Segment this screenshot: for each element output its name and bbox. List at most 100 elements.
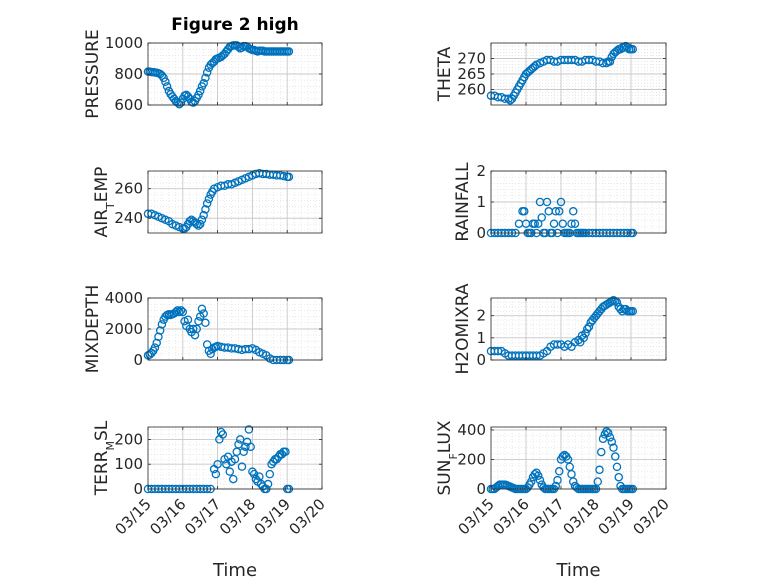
data-point — [202, 199, 212, 208]
y-axis-label: THETA — [435, 46, 455, 102]
data-point — [162, 82, 172, 91]
data-series — [486, 295, 638, 360]
data-point — [604, 428, 613, 438]
data-point — [607, 437, 617, 447]
data-point — [211, 469, 221, 479]
data-point — [570, 219, 580, 228]
y-axis-label: TERRMSL — [92, 420, 117, 496]
data-series — [143, 168, 294, 233]
y-tick-label: 0 — [476, 480, 486, 498]
data-point — [201, 205, 210, 214]
data-point — [534, 219, 543, 228]
figure-title: Figure 2 high — [171, 15, 299, 35]
data-point — [213, 459, 222, 469]
x-tick-label: 03/15 — [112, 495, 155, 538]
data-point — [584, 322, 594, 332]
x-tick-label: 03/20 — [286, 495, 329, 538]
data-point — [159, 73, 168, 83]
x-tick-label: 03/18 — [560, 495, 603, 538]
x-tick-label: 03/17 — [525, 495, 568, 538]
data-point — [530, 219, 540, 228]
y-axis-label: SUNFLUX — [435, 420, 460, 495]
y-tick-label: 600 — [114, 96, 143, 114]
subplot-sun-flux: 0 200 400SUNFLUX03/1503/1603/1703/1803/190… — [435, 420, 673, 581]
data-series — [143, 41, 294, 109]
data-point — [206, 349, 215, 359]
data-point — [628, 44, 638, 54]
data-point — [555, 207, 564, 216]
data-point — [178, 307, 188, 317]
data-point — [581, 329, 590, 338]
data-point — [195, 86, 205, 96]
data-point — [185, 216, 195, 226]
x-tick-label: 03/16 — [146, 495, 189, 538]
data-point — [175, 307, 184, 317]
x-axis-label: Time — [555, 560, 600, 581]
data-point — [176, 306, 186, 315]
y-tick-label: 1 — [476, 329, 486, 347]
data-point — [569, 207, 578, 216]
data-point — [597, 447, 606, 457]
y-tick-label: 4000 — [105, 289, 143, 307]
x-tick-label: 03/18 — [216, 495, 259, 538]
data-point — [593, 477, 603, 486]
data-point — [263, 479, 273, 489]
data-point — [192, 324, 201, 334]
data-point — [551, 481, 561, 491]
y-tick-label: 1000 — [105, 34, 143, 52]
y-tick-label: 400 — [457, 421, 486, 439]
plot-area — [491, 427, 666, 489]
x-tick-label: 03/19 — [595, 495, 638, 538]
data-point — [535, 475, 545, 485]
y-tick-label: 260 — [114, 180, 143, 198]
y-tick-label: 1 — [476, 193, 486, 211]
data-point — [248, 467, 257, 476]
data-point — [556, 197, 566, 207]
data-point — [194, 90, 203, 100]
data-point — [195, 219, 205, 229]
data-point — [157, 71, 167, 80]
x-tick-label: 03/16 — [490, 495, 533, 538]
data-point — [201, 73, 210, 83]
axes-box — [490, 297, 667, 361]
data-point — [612, 462, 622, 472]
data-point — [218, 430, 228, 439]
axes-box — [147, 170, 323, 234]
data-point — [241, 442, 250, 452]
y-tick-label: 0 — [476, 351, 486, 369]
data-point — [605, 433, 615, 442]
plot-area — [148, 427, 322, 489]
y-tick-label: 0 — [133, 480, 143, 498]
data-point — [628, 307, 638, 316]
data-point — [579, 333, 589, 343]
y-tick-label: 100 — [114, 455, 143, 473]
data-point — [199, 211, 208, 220]
data-point — [225, 467, 235, 476]
data-point — [279, 171, 288, 181]
data-point — [555, 467, 564, 476]
y-tick-label: 240 — [114, 209, 143, 227]
y-tick-label: 2 — [476, 162, 486, 180]
y-axis-label: MIXDEPTH — [83, 285, 103, 374]
data-series — [486, 41, 638, 105]
data-point — [609, 443, 618, 452]
data-point — [173, 306, 182, 315]
data-point — [549, 219, 559, 228]
y-tick-label: 2000 — [105, 320, 143, 338]
x-tick-label: 03/20 — [630, 495, 673, 538]
data-point — [611, 452, 620, 461]
data-point — [537, 213, 547, 222]
data-point — [246, 442, 255, 452]
x-tick-label: 03/17 — [181, 495, 224, 538]
data-series — [143, 304, 294, 365]
data-point — [284, 172, 294, 182]
data-point — [542, 197, 552, 207]
data-point — [199, 79, 208, 88]
data-point — [216, 427, 226, 437]
data-point — [595, 465, 604, 475]
